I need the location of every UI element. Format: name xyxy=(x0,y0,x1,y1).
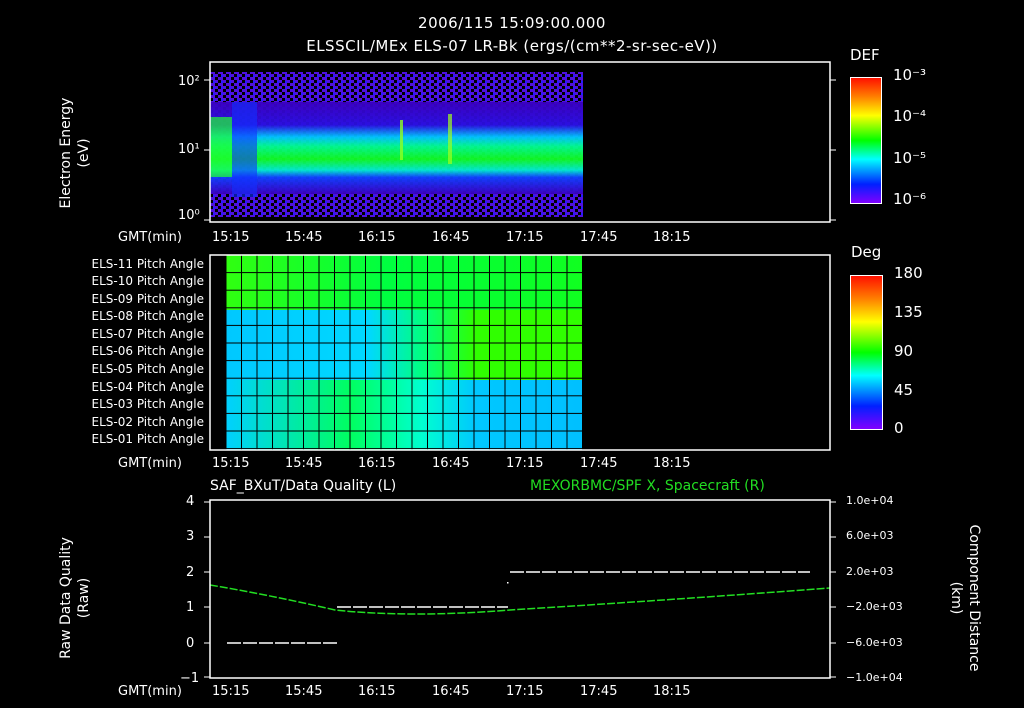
pitch-angle-heatmap xyxy=(209,254,831,451)
panel2-xtick: 16:45 xyxy=(432,456,470,471)
panel3-ytick-right: −2.0e+03 xyxy=(846,600,903,613)
panel3-left-ylabel: Raw Data Quality (Raw) xyxy=(57,518,93,678)
def-colorbar xyxy=(850,77,882,204)
energy-spectrogram xyxy=(204,61,836,223)
panel3-xtick: 18:15 xyxy=(653,684,691,699)
panel2-xtick: 15:15 xyxy=(212,456,250,471)
deg-colorbar-label: 90 xyxy=(894,342,914,360)
panel3-ytick-left: 3 xyxy=(186,529,195,544)
plot-timestamp: 2006/115 15:09:00.000 xyxy=(418,14,606,32)
panel1-xtick: 18:15 xyxy=(653,230,691,245)
def-colorbar-label: 10⁻⁵ xyxy=(893,149,927,167)
panel3-xtick: 16:15 xyxy=(358,684,396,699)
panel3-right-title: MEXORBMC/SPF X, Spacecraft (R) xyxy=(530,478,765,494)
panel1-ytick-10: 10¹ xyxy=(178,142,200,157)
panel1-xtick: 15:15 xyxy=(212,230,250,245)
pitch-row-label: ELS-05 Pitch Angle xyxy=(91,362,204,376)
panel1-xtick: 16:15 xyxy=(358,230,396,245)
panel3-xtick: 15:45 xyxy=(285,684,323,699)
panel3-ytick-left: −1 xyxy=(180,671,200,686)
pitch-row-label: ELS-04 Pitch Angle xyxy=(91,380,204,394)
pitch-row-label: ELS-11 Pitch Angle xyxy=(91,257,204,271)
panel3-ytick-right: −6.0e+03 xyxy=(846,636,903,649)
panel1-ylabel-line2: (eV) xyxy=(76,138,92,168)
pitch-row-label: ELS-08 Pitch Angle xyxy=(91,309,204,323)
def-colorbar-label: 10⁻³ xyxy=(893,66,927,84)
deg-colorbar-label: 45 xyxy=(894,381,914,399)
panel2-xtick: 17:15 xyxy=(506,456,544,471)
panel3-ytick-right: −1.0e+04 xyxy=(846,671,903,684)
panel1-xlabel: GMT(min) xyxy=(118,230,182,245)
panel3-ytick-right: 6.0e+03 xyxy=(846,529,894,542)
panel3-right-ylabel-line2: (km) xyxy=(948,581,964,615)
panel1-ylabel: Electron Energy (eV) xyxy=(57,68,93,238)
deg-colorbar xyxy=(850,275,883,430)
pitch-row-label: ELS-01 Pitch Angle xyxy=(91,432,204,446)
panel2-xtick: 15:45 xyxy=(285,456,323,471)
deg-colorbar-label: 0 xyxy=(894,419,904,437)
pitch-row-label: ELS-07 Pitch Angle xyxy=(91,327,204,341)
panel2-xtick: 17:45 xyxy=(580,456,618,471)
panel1-ylabel-line1: Electron Energy xyxy=(58,97,74,209)
pitch-row-label: ELS-02 Pitch Angle xyxy=(91,415,204,429)
panel3-ytick-right: 1.0e+04 xyxy=(846,494,894,507)
panel1-xtick: 17:45 xyxy=(580,230,618,245)
panel3-xtick: 17:15 xyxy=(506,684,544,699)
panel3-ytick-left: 4 xyxy=(186,494,195,509)
pitch-row-label: ELS-09 Pitch Angle xyxy=(91,292,204,306)
panel2-xtick: 18:15 xyxy=(653,456,691,471)
panel1-ytick-100: 10² xyxy=(178,74,200,89)
panel3-left-title: SAF_BXuT/Data Quality (L) xyxy=(210,478,397,494)
panel1-xtick: 17:15 xyxy=(506,230,544,245)
pitch-row-label: ELS-10 Pitch Angle xyxy=(91,274,204,288)
panel3-ytick-left: 1 xyxy=(186,600,195,615)
def-colorbar-label: 10⁻⁶ xyxy=(893,190,927,208)
plot-title: ELSSCIL/MEx ELS-07 LR-Bk (ergs/(cm**2-sr… xyxy=(306,37,718,55)
def-colorbar-label: 10⁻⁴ xyxy=(893,107,927,125)
deg-colorbar-label: 135 xyxy=(894,303,923,321)
panel3-right-ylabel-line1: Component Distance xyxy=(966,524,982,672)
deg-colorbar-label: 180 xyxy=(894,264,923,282)
pitch-row-label: ELS-03 Pitch Angle xyxy=(91,397,204,411)
deg-colorbar-title: Deg xyxy=(851,243,882,261)
panel2-xlabel: GMT(min) xyxy=(118,456,182,471)
pitch-row-label: ELS-06 Pitch Angle xyxy=(91,344,204,358)
panel3-ytick-left: 0 xyxy=(186,636,195,651)
panel3-xtick: 15:15 xyxy=(212,684,250,699)
panel1-xtick: 16:45 xyxy=(432,230,470,245)
panel1-xtick: 15:45 xyxy=(285,230,323,245)
panel3-left-ylabel-line1: Raw Data Quality xyxy=(58,537,74,659)
panel3-xtick: 16:45 xyxy=(432,684,470,699)
panel3-xtick: 17:45 xyxy=(580,684,618,699)
panel3-left-ylabel-line2: (Raw) xyxy=(76,577,92,619)
panel2-xtick: 16:15 xyxy=(358,456,396,471)
panel3-ytick-left: 2 xyxy=(186,565,195,580)
panel1-ytick-1: 10⁰ xyxy=(178,208,200,223)
panel3-right-ylabel: Component Distance (km) xyxy=(947,508,983,688)
panel3-ytick-right: 2.0e+03 xyxy=(846,565,894,578)
panel3-xlabel: GMT(min) xyxy=(118,684,182,699)
def-colorbar-title: DEF xyxy=(850,46,880,64)
data-quality-line-plot xyxy=(204,499,836,679)
